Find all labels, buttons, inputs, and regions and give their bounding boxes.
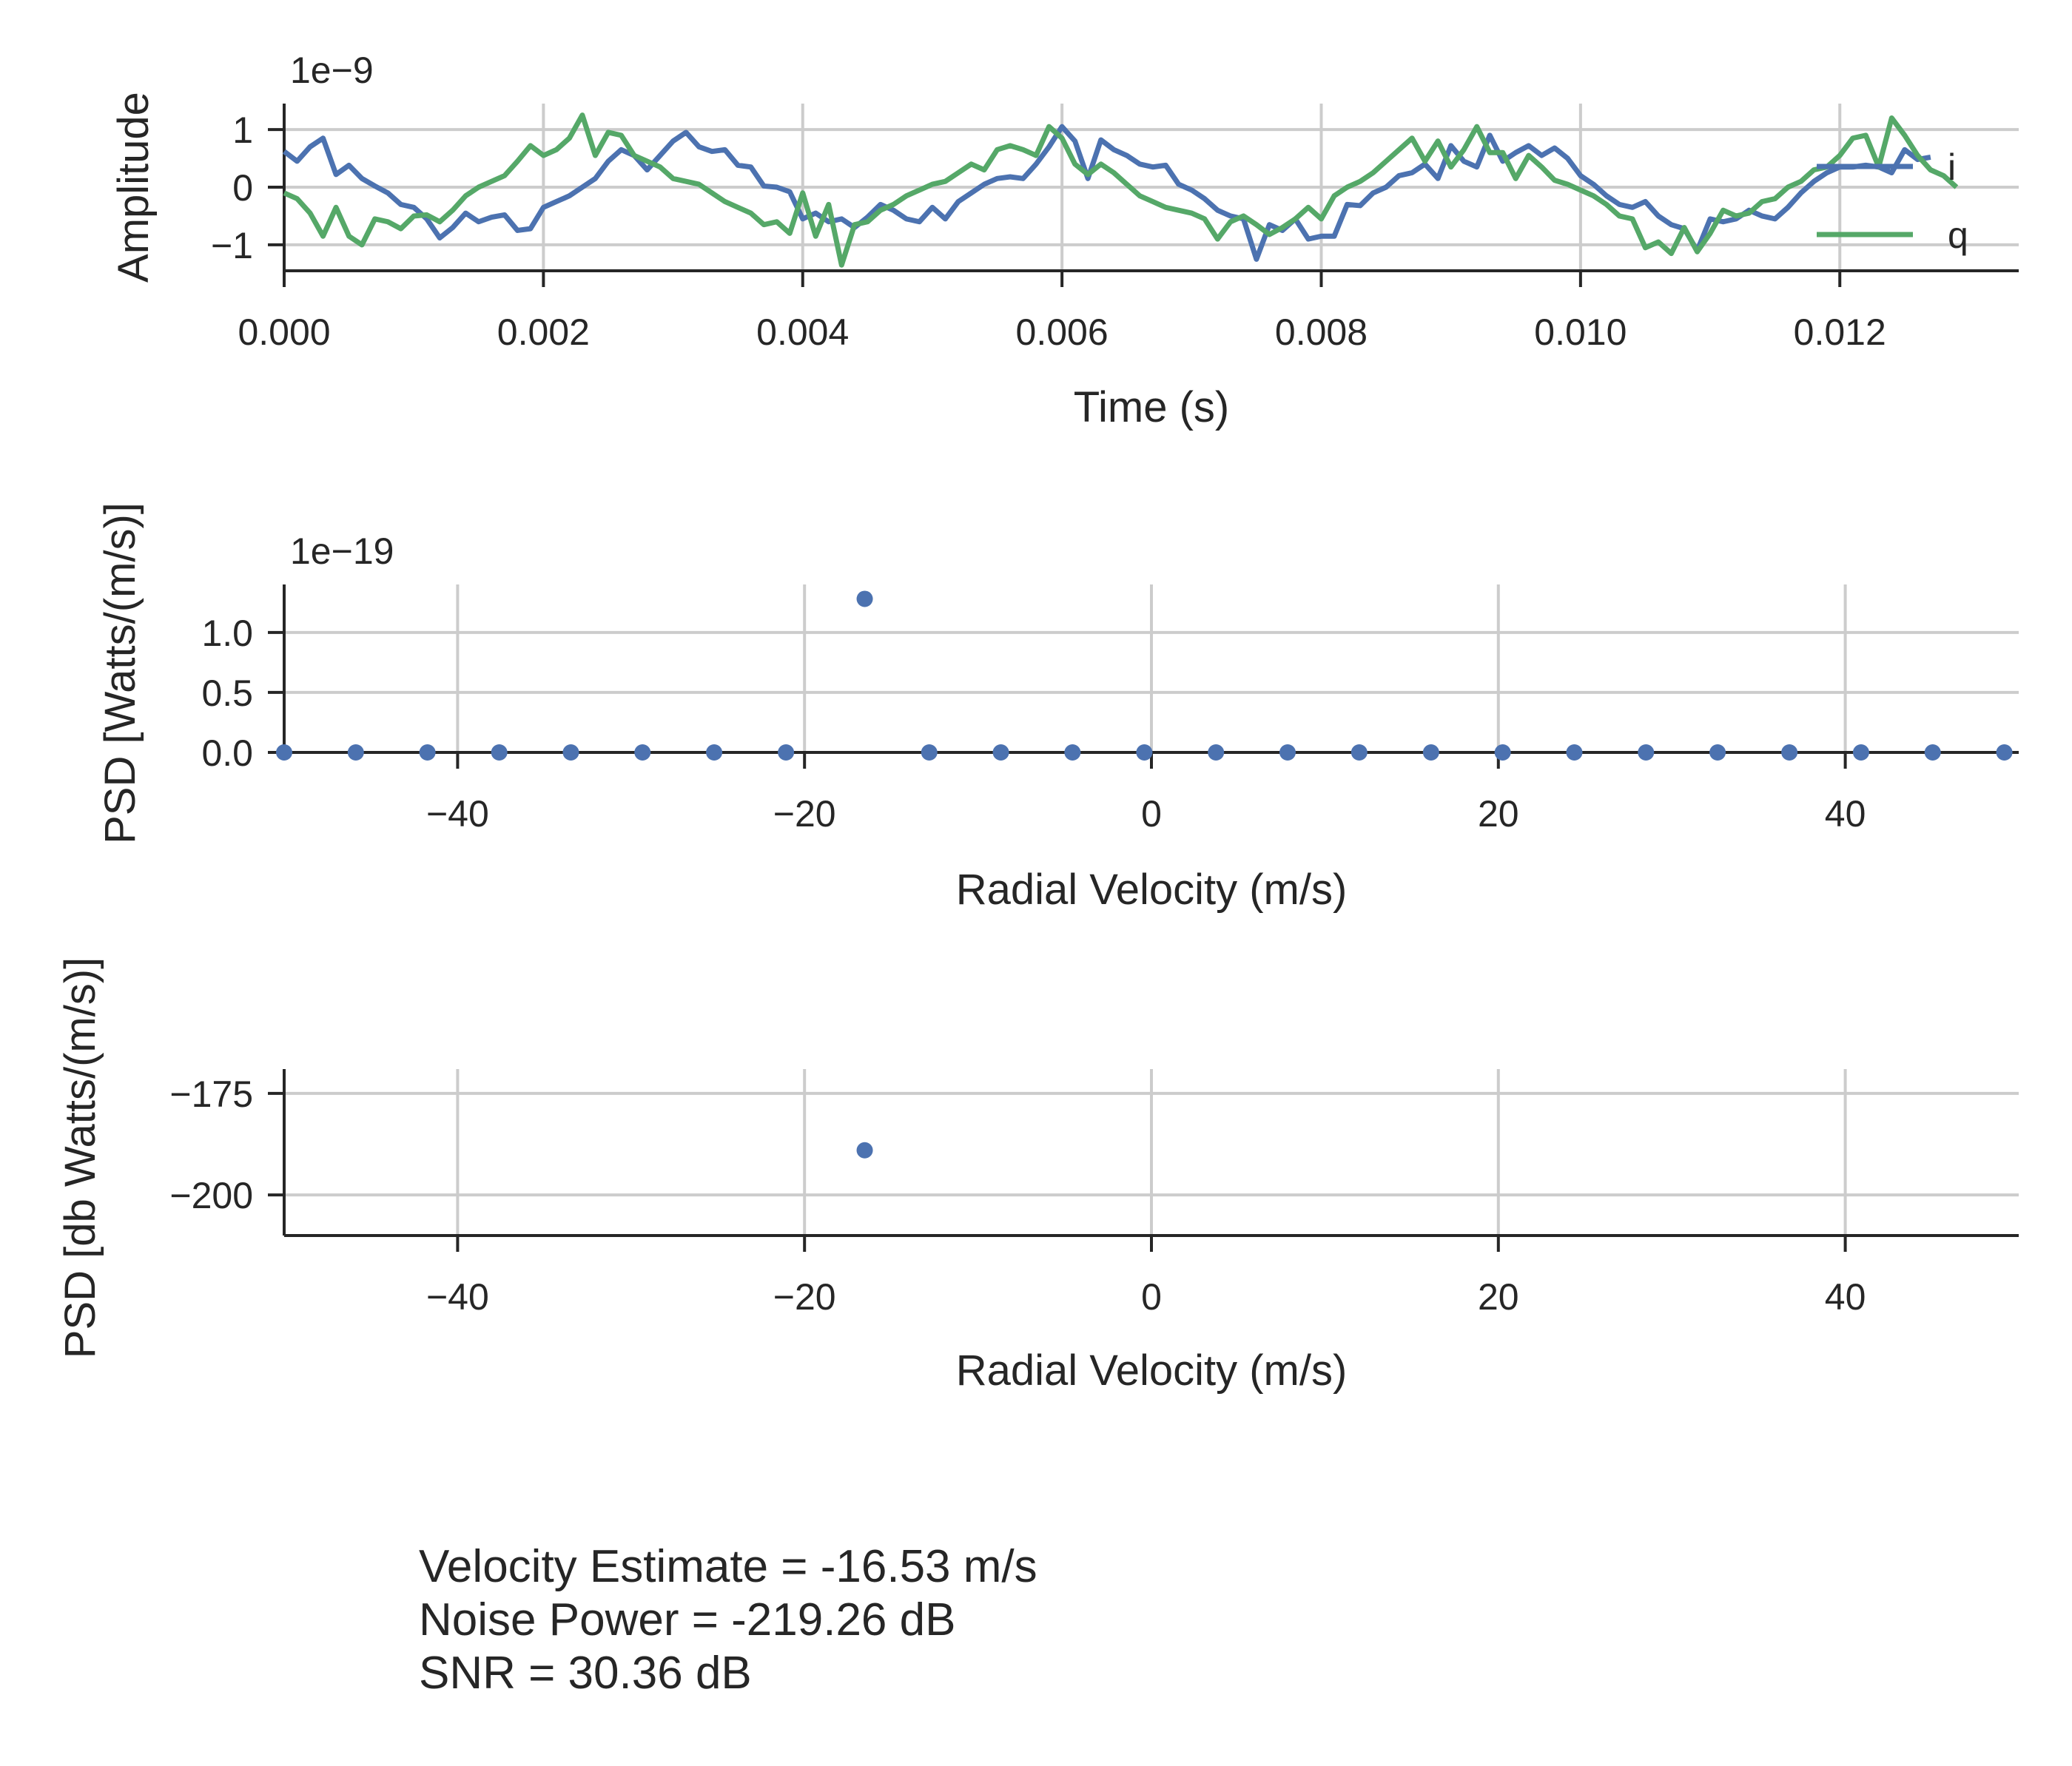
series-line-q: [283, 112, 1959, 268]
data-point: [1279, 744, 1296, 761]
x-tick-label: 0: [1141, 1276, 1162, 1318]
x-tick-label: 20: [1478, 793, 1519, 835]
x-tick-label: −40: [426, 1276, 489, 1318]
psd-linear-plot: −40 −20 0 20 40 0.0 0.5 1.0 Radial Velocity (m/s…: [96, 502, 2019, 914]
data-point: [706, 744, 723, 761]
x-axis-label: Radial Velocity (m/s): [956, 866, 1348, 914]
x-tick-label: 0.008: [1275, 311, 1368, 353]
legend-label-q: q: [1948, 215, 1968, 256]
axis-offset-text: 1e−19: [290, 530, 394, 572]
axis-offset-text: 1e−9: [290, 50, 374, 91]
x-tick-label: 0.012: [1794, 311, 1886, 353]
data-point: [1064, 744, 1081, 761]
x-tick-label: 0.004: [756, 311, 849, 353]
x-axis-label: Time (s): [1074, 383, 1229, 431]
x-tick-label: 0.006: [1016, 311, 1109, 353]
x-tick-label: −20: [773, 1276, 836, 1318]
data-point: [1924, 744, 1941, 761]
y-tick-label: −1: [211, 225, 253, 266]
data-point: [1852, 744, 1869, 761]
data-point: [1781, 744, 1798, 761]
y-axis-label: PSD [Watts/(m/s)]: [96, 502, 144, 844]
data-point: [1996, 744, 2013, 761]
x-tick-label: 40: [1825, 793, 1866, 835]
x-axis-label: Radial Velocity (m/s): [956, 1347, 1348, 1395]
data-point: [1350, 744, 1368, 761]
series-line-i: [282, 124, 1931, 262]
x-tick-label: 0.010: [1534, 311, 1627, 353]
velocity-estimate-text: Velocity Estimate = -16.53 m/s: [419, 1541, 1037, 1592]
time-series-plot: 0.000 0.002 0.004 0.006 0.008 0.010 0.012 −1 0 1 T…: [110, 50, 2019, 431]
data-point: [634, 744, 651, 761]
y-axis-label: Amplitude: [110, 92, 158, 283]
y-tick-label: 0.5: [201, 673, 253, 714]
data-point: [1638, 744, 1655, 761]
data-point: [856, 1142, 873, 1159]
data-point: [778, 744, 795, 761]
data-point: [1709, 744, 1726, 761]
data-point: [562, 744, 579, 761]
y-tick-label: 1.0: [201, 613, 253, 654]
y-tick-label: −175: [169, 1074, 253, 1115]
y-axis-label: PSD [db Watts/(m/s)]: [56, 957, 104, 1358]
data-point: [992, 744, 1009, 761]
estimate-annotation: Velocity Estimate = -16.53 m/s Noise Pow…: [419, 1540, 1037, 1700]
y-tick-label: 0: [232, 167, 253, 209]
y-tick-label: 0.0: [201, 732, 253, 774]
data-point: [347, 744, 364, 761]
data-point: [1422, 744, 1439, 761]
y-tick-label: −200: [169, 1175, 253, 1216]
data-point: [276, 744, 292, 761]
x-tick-label: 0.000: [238, 311, 330, 353]
x-tick-label: 0.002: [497, 311, 590, 353]
x-tick-label: −20: [773, 793, 836, 835]
x-tick-label: 20: [1478, 1276, 1519, 1318]
x-tick-label: 40: [1825, 1276, 1866, 1318]
legend-label-i: i: [1948, 146, 1956, 188]
x-tick-label: −40: [426, 793, 489, 835]
data-point: [491, 744, 508, 761]
data-point: [1494, 744, 1511, 761]
x-tick-label: 0: [1141, 793, 1162, 835]
data-point: [856, 590, 873, 607]
data-point: [1566, 744, 1583, 761]
y-tick-label: 1: [232, 109, 253, 151]
noise-power-text: Noise Power = -219.26 dB: [419, 1594, 956, 1645]
data-point: [921, 744, 938, 761]
snr-text: SNR = 30.36 dB: [419, 1648, 752, 1699]
data-point: [1136, 744, 1153, 761]
data-point: [1208, 744, 1225, 761]
data-point: [419, 744, 436, 761]
